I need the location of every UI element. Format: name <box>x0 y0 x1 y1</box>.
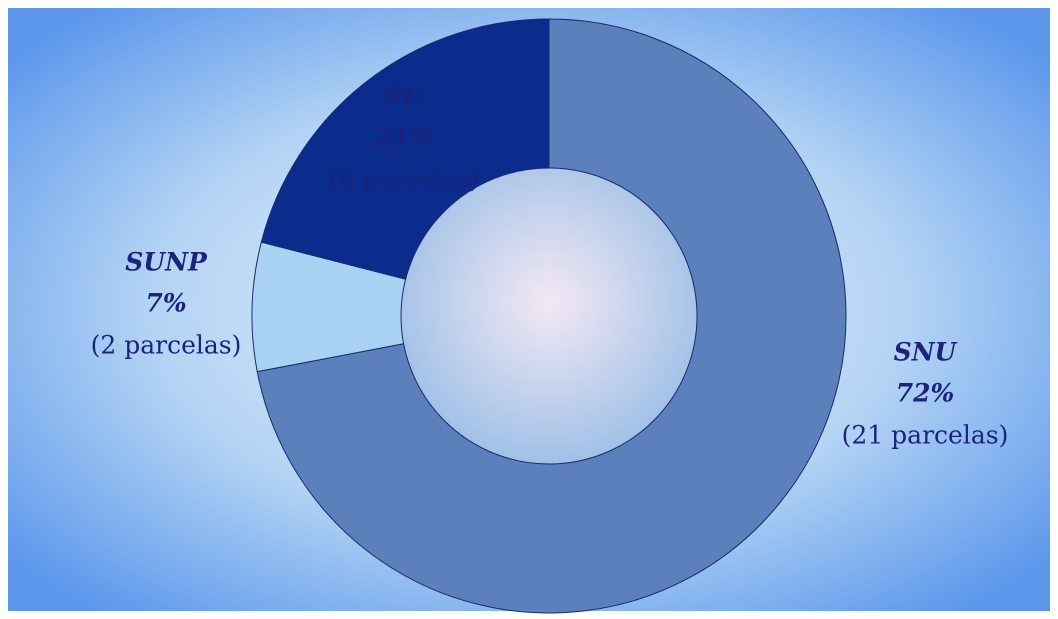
slice-detail: (2 parcelas) <box>91 331 242 360</box>
slice-detail: (6 parcelas) <box>329 165 480 194</box>
slice-name: SNU <box>894 338 959 367</box>
slice-detail: (21 parcelas) <box>842 421 1009 450</box>
slice-percent: 21% <box>374 123 434 152</box>
slice-percent: 72% <box>896 379 955 408</box>
donut-hole <box>400 167 698 465</box>
donut-slice <box>251 241 550 373</box>
slice-name: SU <box>384 82 426 111</box>
slice-name: SUNP <box>125 248 208 277</box>
slice-percent: 7% <box>145 289 186 318</box>
